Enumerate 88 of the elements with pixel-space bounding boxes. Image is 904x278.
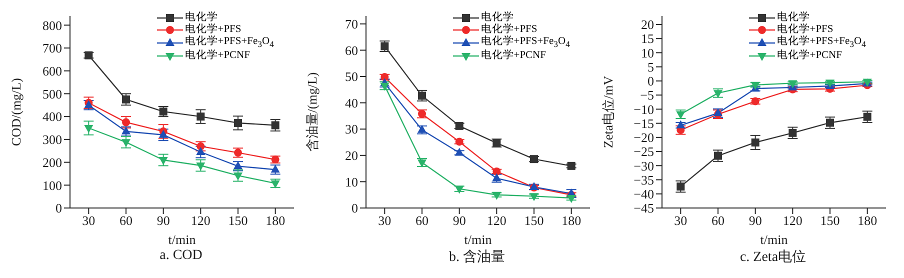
y-tick-label: 600: [42, 63, 62, 78]
x-tick-label: 90: [156, 213, 170, 228]
y-tick-label: 500: [42, 86, 62, 102]
legend-label: 电化学+PFS+Fe$_{3}$O$_{4}$: [480, 36, 570, 50]
y-tick-label: −25: [634, 144, 654, 160]
y-tick-label: 0: [56, 200, 62, 216]
text: a. COD: [158, 248, 204, 264]
point: [676, 182, 685, 191]
point: [122, 139, 130, 148]
y-tick-label: 800: [42, 18, 62, 33]
point: [454, 186, 464, 194]
text: b. 含油量: [448, 248, 506, 266]
legend-label: 电化学+PFS: [776, 24, 834, 35]
x-tick-label: 120: [190, 213, 210, 228]
x-axis-title: t/min: [168, 232, 196, 247]
y-tick-label: 0: [352, 200, 358, 216]
y-tick-label: 40: [345, 95, 358, 110]
x-tick-label: 30: [378, 213, 392, 228]
y-tick-label: −10: [634, 102, 654, 117]
x-tick-label: 60: [416, 213, 428, 228]
y-tick-label: 400: [42, 109, 62, 124]
x-tick-label: 90: [748, 213, 762, 228]
x-tick-label: 60: [712, 213, 724, 228]
legend-label: 电化学+PFS+Fe$_{3}$O$_{4}$: [776, 36, 866, 50]
y-tick-label: 20: [641, 17, 654, 32]
x-tick-label: 180: [266, 213, 286, 228]
legend-label: 电化学+PFS: [480, 24, 538, 35]
y-tick-label: −20: [634, 130, 654, 146]
legend-label: 电化学: [184, 12, 218, 23]
legend-label: 电化学+PCNF: [184, 50, 250, 62]
y-tick-label: 30: [345, 122, 358, 137]
point: [196, 162, 206, 170]
x-tick-label: 30: [82, 213, 96, 228]
x-tick-label: 90: [452, 213, 466, 228]
y-tick-label: 50: [345, 69, 358, 84]
x-tick-label: 180: [858, 213, 878, 228]
y-tick-label: 700: [42, 40, 62, 56]
y-tick-label: −45: [634, 200, 654, 216]
point: [158, 157, 168, 165]
y-tick-label: 100: [42, 178, 62, 193]
y-axis-title: 含油量/(mg/L): [304, 72, 320, 152]
legend-label: 电化学+PFS+Fe$_{3}$O$_{4}$: [184, 36, 274, 50]
y-tick-label: 60: [345, 42, 358, 58]
x-tick-label: 60: [120, 213, 132, 228]
point: [234, 118, 242, 127]
point: [196, 112, 205, 121]
y-axis-title: Zeta电位/mV: [600, 75, 616, 148]
x-axis-title: t/min: [464, 232, 492, 247]
point: [530, 193, 538, 202]
y-tick-label: 0: [648, 74, 654, 89]
text: c. Zeta电位: [738, 248, 808, 266]
y-axis-title: COD/(mg/L): [8, 78, 24, 146]
x-tick-label: 30: [674, 213, 688, 228]
point: [84, 125, 94, 133]
point: [122, 95, 130, 104]
point: [788, 128, 797, 137]
y-tick-label: 200: [42, 154, 62, 170]
point: [454, 148, 464, 156]
legend-label: 电化学: [776, 12, 810, 23]
point: [158, 130, 168, 138]
x-tick-label: 150: [820, 213, 840, 228]
legend-label: 电化学: [480, 12, 514, 23]
y-tick-label: 70: [345, 16, 358, 32]
y-tick-label: −5: [640, 88, 654, 103]
y-tick-label: 20: [345, 148, 358, 164]
x-tick-label: 150: [524, 213, 544, 228]
x-tick-label: 120: [486, 213, 506, 228]
x-axis-title: t/min: [760, 232, 788, 247]
x-tick-label: 150: [228, 213, 248, 228]
y-tick-label: 300: [42, 132, 62, 148]
y-tick-label: 15: [641, 31, 654, 46]
y-tick-label: 10: [345, 174, 358, 190]
y-tick-label: −30: [634, 158, 654, 174]
y-tick-label: −35: [634, 172, 654, 188]
y-tick-label: −15: [634, 116, 654, 131]
y-tick-label: 10: [641, 45, 654, 60]
point: [751, 138, 760, 146]
legend-label: 电化学+PCNF: [776, 50, 842, 62]
point: [566, 195, 576, 204]
y-tick-label: 5: [648, 59, 654, 74]
point: [567, 162, 576, 170]
point: [196, 147, 206, 155]
x-tick-label: 120: [782, 213, 802, 228]
x-tick-label: 180: [562, 213, 582, 228]
legend-label: 电化学+PFS: [184, 24, 242, 35]
legend-label: 电化学+PCNF: [480, 50, 546, 62]
point: [492, 192, 502, 200]
y-tick-label: −40: [634, 186, 654, 202]
